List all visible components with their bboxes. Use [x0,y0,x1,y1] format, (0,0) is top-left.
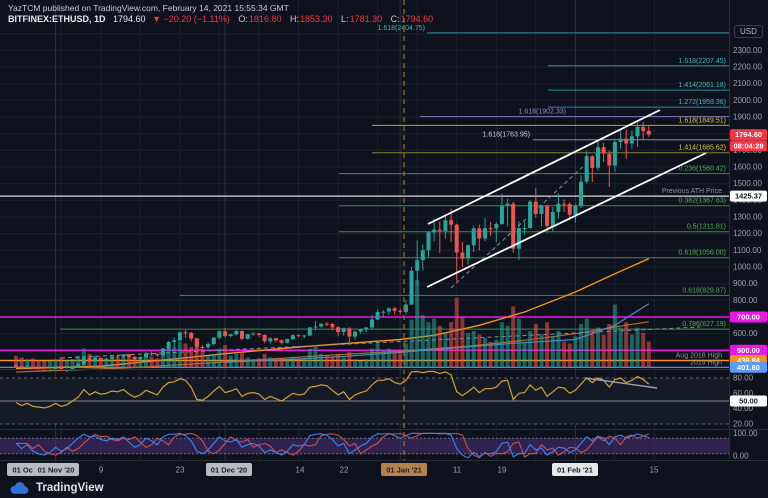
svg-text:2200.00: 2200.00 [733,63,762,72]
svg-text:2019 High: 2019 High [690,359,722,366]
svg-text:600.00: 600.00 [733,329,758,338]
svg-text:1300.00: 1300.00 [733,213,762,222]
svg-text:0.618(829.87): 0.618(829.87) [682,287,726,294]
svg-text:1.618(2207.45): 1.618(2207.45) [679,58,726,65]
low-value: 1781.30 [349,14,383,24]
svg-text:1794.60: 1794.60 [735,130,762,139]
svg-text:1.272(1959.36): 1.272(1959.36) [679,99,726,106]
svg-text:2100.00: 2100.00 [733,79,762,88]
svg-text:1.414(2061.18): 1.414(2061.18) [679,82,726,89]
price-change: ▼ −20.20 (−1.11%) [152,14,230,24]
svg-text:1500.00: 1500.00 [733,179,762,188]
last-price: 1794.60 [113,14,146,24]
svg-text:1.618(2404.75): 1.618(2404.75) [378,25,425,32]
open-key: O: [238,14,248,24]
svg-text:22: 22 [340,466,349,475]
svg-text:23: 23 [176,466,185,475]
svg-text:1200.00: 1200.00 [733,229,762,238]
high-value: 1853.30 [299,14,333,24]
ascending-channel[interactable] [426,109,707,288]
candlestick-series [14,121,651,372]
svg-text:500.00: 500.00 [737,346,760,355]
svg-text:438.84: 438.84 [737,356,761,365]
high-key: H: [289,14,299,24]
svg-text:1425.37: 1425.37 [735,192,762,201]
svg-text:100.00: 100.00 [733,429,758,438]
tradingview-watermark[interactable]: TradingView [8,481,104,495]
svg-text:Aug 2018 High: Aug 2018 High [676,353,722,360]
svg-text:2300.00: 2300.00 [733,46,762,55]
svg-text:20.00: 20.00 [733,420,754,429]
svg-text:60.00: 60.00 [733,389,754,398]
svg-text:0.5(1211.81): 0.5(1211.81) [687,224,726,231]
stoch-indicator [15,432,649,459]
svg-text:1100.00: 1100.00 [733,246,762,255]
tradingview-cloud-icon [10,482,29,494]
svg-text:900.00: 900.00 [733,279,758,288]
svg-text:0.00: 0.00 [733,452,749,461]
rsi-indicator [15,370,658,409]
svg-text:01 Nov '20: 01 Nov '20 [38,466,75,475]
svg-text:40.00: 40.00 [733,404,754,413]
pane-separators[interactable] [0,0,768,461]
volume-series [14,280,651,368]
price-axis[interactable]: 2300.002200.002100.002000.001900.001700.… [730,46,767,461]
close-value: 1794.60 [400,14,434,24]
watermark-text: TradingView [36,482,104,494]
fibonacci-levels[interactable]: 1.618(2404.75) 1.618(2207.45) 1.414(2061.1… [60,25,729,330]
publish-byline: YazTCM published on TradingView.com, Feb… [8,3,289,13]
svg-text:14: 14 [296,466,305,475]
svg-text:1.618(1849.51): 1.618(1849.51) [679,117,726,124]
svg-text:401.80: 401.80 [737,363,760,372]
svg-text:01 Dec '20: 01 Dec '20 [211,466,247,475]
svg-text:0.382(1367.63): 0.382(1367.63) [679,198,726,205]
svg-text:800.00: 800.00 [733,296,758,305]
svg-text:1600.00: 1600.00 [733,163,762,172]
close-key: C: [390,14,400,24]
svg-text:1900.00: 1900.00 [733,113,762,122]
svg-text:15: 15 [650,466,659,475]
rsi-pane [0,377,729,425]
svg-text:01 Jan '21: 01 Jan '21 [386,466,422,475]
symbol-name[interactable]: BITFINEX:ETHUSD, 1D [8,14,106,24]
svg-text:19: 19 [498,466,507,475]
svg-text:1.414(1685.62): 1.414(1685.62) [679,145,726,152]
svg-text:80.00: 80.00 [733,374,754,383]
svg-text:11: 11 [453,466,462,475]
svg-text:01 Feb '21: 01 Feb '21 [557,466,593,475]
svg-text:1.618(1763.95): 1.618(1763.95) [483,132,530,139]
svg-text:1000.00: 1000.00 [733,263,762,272]
svg-text:2000.00: 2000.00 [733,96,762,105]
svg-text:0.786(627.19): 0.786(627.19) [682,321,726,328]
currency-toggle-button[interactable]: USD [734,25,763,38]
low-key: L: [341,14,349,24]
svg-text:50.00: 50.00 [739,397,758,406]
svg-text:08:04:28: 08:04:28 [733,141,763,150]
svg-text:9: 9 [99,466,104,475]
svg-text:Previous ATH Price: Previous ATH Price [662,188,722,195]
svg-text:0.236(1560.42): 0.236(1560.42) [679,166,726,173]
svg-text:01 Oct '20: 01 Oct '20 [12,466,47,475]
symbol-legend[interactable]: BITFINEX:ETHUSD, 1D 1794.60 ▼ −20.20 (−1… [8,14,433,24]
svg-text:700.00: 700.00 [737,313,760,322]
open-value: 1816.80 [248,14,282,24]
svg-text:0.618(1056.00): 0.618(1056.00) [679,250,726,257]
svg-text:1.618(1902.33): 1.618(1902.33) [519,109,566,116]
